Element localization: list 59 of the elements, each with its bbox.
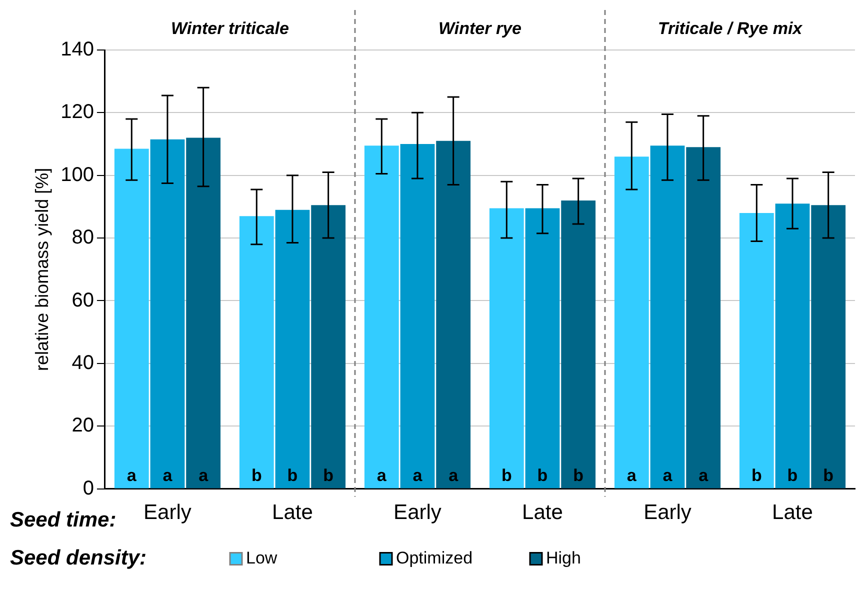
x-axis-title: Seed time: (10, 508, 116, 532)
y-tick-label: 20 (72, 414, 94, 437)
bar (739, 212, 774, 488)
x-tick-label: Early (644, 501, 692, 524)
data-label: a (448, 466, 459, 485)
bar (650, 146, 685, 488)
data-label: a (698, 466, 709, 485)
data-label: b (501, 466, 512, 485)
x-tick-label: Early (394, 501, 442, 524)
bar (364, 146, 399, 488)
legend-title: Seed density: (10, 546, 147, 570)
bar (150, 139, 185, 488)
bar (239, 216, 274, 488)
text: Winter triticale (171, 19, 289, 38)
bar (275, 210, 310, 488)
data-label: b (573, 466, 584, 485)
data-label: b (823, 466, 834, 485)
bar (436, 140, 471, 488)
bar (614, 156, 649, 488)
legend-label: Low (246, 548, 278, 568)
y-tick-label: 100 (60, 164, 94, 186)
bar (811, 205, 846, 488)
data-label: b (787, 466, 798, 485)
x-tick-label: Late (522, 501, 563, 524)
bar (186, 138, 221, 488)
data-label: a (126, 466, 137, 485)
y-tick-label: 60 (72, 289, 94, 312)
x-tick-label: Late (772, 501, 813, 524)
x-tick-label: Late (272, 501, 313, 524)
bar (525, 208, 560, 488)
data-label: a (626, 466, 637, 485)
legend-label: High (546, 548, 581, 568)
bar (775, 204, 810, 488)
data-label: a (198, 466, 209, 485)
data-label: b (287, 466, 298, 485)
data-label: a (376, 466, 387, 485)
bar (311, 205, 346, 488)
y-tick-label: 80 (72, 226, 94, 249)
data-label: a (162, 466, 173, 485)
y-tick-label: 120 (60, 101, 94, 124)
data-label: b (537, 466, 548, 485)
y-tick-label: 0 (82, 477, 94, 500)
bar (686, 147, 721, 488)
data-label: b (251, 466, 262, 485)
y-axis-title: relative biomass yield [%] (32, 168, 52, 371)
bar (114, 148, 149, 488)
text: Triticale / Rye mix (658, 19, 804, 38)
text: Winter rye (438, 19, 522, 38)
data-label: b (323, 466, 334, 485)
bar (489, 208, 524, 488)
x-tick-label: Early (144, 501, 192, 524)
legend-label: Optimized (396, 548, 473, 568)
y-tick-label: 40 (72, 352, 94, 374)
data-label: a (412, 466, 423, 485)
y-tick-label: 140 (60, 38, 94, 61)
bar (400, 144, 435, 488)
bar (561, 200, 596, 488)
data-label: a (662, 466, 673, 485)
data-label: b (751, 466, 762, 485)
